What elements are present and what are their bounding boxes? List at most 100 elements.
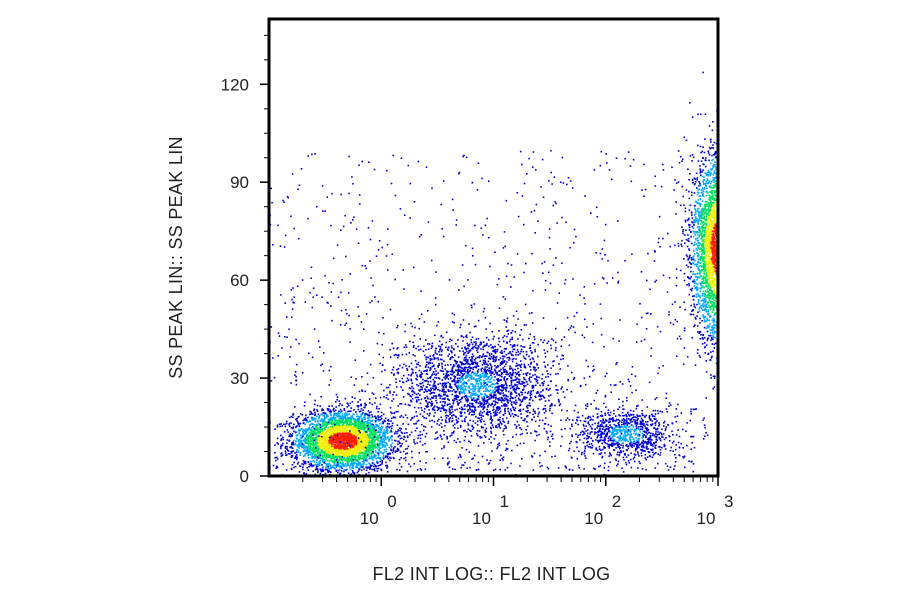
data-point <box>363 453 365 456</box>
data-point <box>334 447 336 449</box>
data-point <box>334 452 337 455</box>
data-point <box>347 458 349 460</box>
data-point <box>312 437 315 440</box>
data-point <box>309 442 311 445</box>
data-point <box>476 424 479 426</box>
data-point <box>364 426 367 429</box>
data-point <box>368 411 371 414</box>
data-point <box>293 439 295 442</box>
data-point <box>331 426 333 428</box>
data-point <box>320 457 322 460</box>
data-point <box>346 427 348 429</box>
data-point <box>543 349 546 351</box>
data-point <box>347 452 349 455</box>
data-point <box>303 461 306 463</box>
data-point <box>383 445 385 448</box>
data-point <box>497 446 499 448</box>
data-point <box>329 413 332 416</box>
data-point <box>369 429 371 431</box>
data-point <box>332 446 334 449</box>
data-point <box>518 373 521 376</box>
data-point <box>472 426 475 429</box>
data-point <box>490 397 492 399</box>
data-point <box>482 387 485 389</box>
data-point <box>508 412 511 414</box>
data-point <box>276 458 279 460</box>
data-point <box>276 426 279 428</box>
data-point <box>319 419 321 422</box>
data-point <box>385 443 388 445</box>
data-point <box>519 433 522 436</box>
data-point <box>529 344 531 347</box>
data-point <box>430 358 433 360</box>
data-point <box>358 458 361 460</box>
data-point <box>332 466 334 469</box>
data-point <box>352 440 355 442</box>
data-point <box>527 391 530 393</box>
data-point <box>475 400 478 403</box>
data-point <box>344 412 346 415</box>
data-point <box>331 417 333 419</box>
data-point <box>322 458 325 460</box>
data-point <box>351 453 354 455</box>
data-point <box>391 424 394 427</box>
data-point <box>385 397 388 399</box>
data-point <box>353 413 355 416</box>
data-point <box>287 450 290 452</box>
data-point <box>336 450 339 453</box>
data-point <box>544 365 546 368</box>
data-point <box>518 382 520 385</box>
data-point <box>309 413 311 416</box>
data-point <box>336 448 338 451</box>
data-point <box>375 457 377 460</box>
data-point <box>353 452 356 455</box>
data-point <box>353 384 356 386</box>
data-point <box>441 398 444 400</box>
data-point <box>314 451 316 453</box>
data-point <box>544 408 547 410</box>
data-point <box>439 397 441 399</box>
data-point <box>387 386 390 389</box>
data-point <box>448 408 451 410</box>
data-point <box>383 429 385 432</box>
data-point <box>366 460 369 462</box>
data-point <box>492 350 494 352</box>
data-point <box>346 438 348 440</box>
data-point <box>357 431 359 433</box>
data-point <box>415 393 418 396</box>
data-point <box>294 442 297 445</box>
data-point <box>276 456 278 459</box>
data-point <box>342 452 344 454</box>
data-point <box>320 413 322 416</box>
data-point <box>449 417 452 419</box>
data-point <box>423 425 425 428</box>
data-point <box>453 389 455 391</box>
data-point <box>298 438 300 441</box>
data-point <box>537 367 540 369</box>
data-point <box>454 398 457 400</box>
data-point <box>284 445 287 448</box>
data-point <box>365 436 367 438</box>
data-point <box>510 391 513 394</box>
data-point <box>503 360 506 362</box>
data-point <box>323 439 326 441</box>
data-point <box>368 446 371 449</box>
data-point <box>410 374 412 377</box>
data-point <box>329 457 332 459</box>
data-point <box>437 372 439 374</box>
data-point <box>387 458 390 460</box>
data-point <box>333 410 336 413</box>
data-point <box>337 411 339 414</box>
data-point <box>509 372 512 374</box>
data-point <box>362 446 364 449</box>
data-point <box>460 363 463 366</box>
data-point <box>319 430 322 432</box>
data-point <box>395 381 397 384</box>
data-point <box>484 395 487 397</box>
data-point <box>313 433 315 435</box>
data-point <box>327 438 329 440</box>
data-point <box>417 361 420 364</box>
data-point <box>364 440 367 442</box>
data-point <box>351 445 353 447</box>
data-point <box>321 455 324 457</box>
